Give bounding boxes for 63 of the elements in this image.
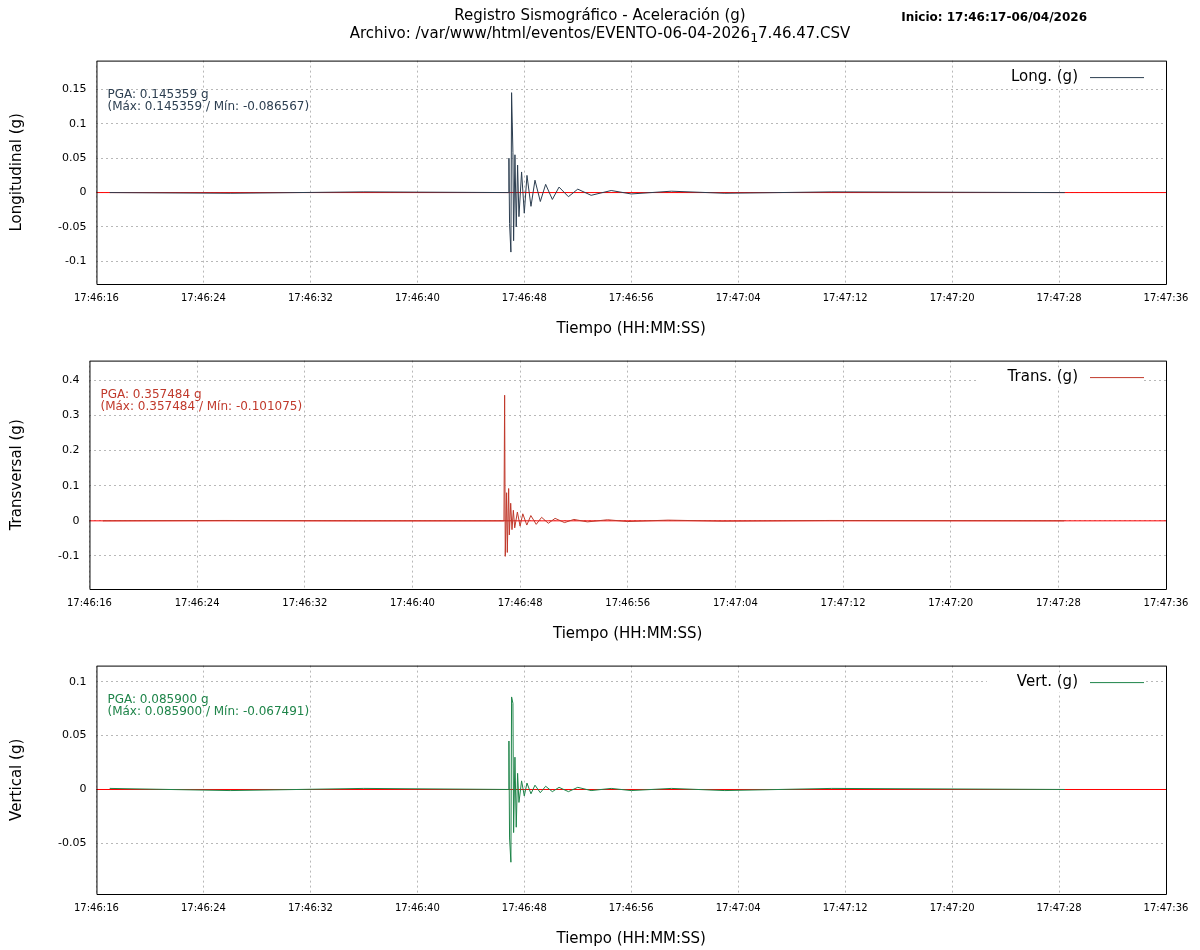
x-axis-title: Tiempo (HH:MM:SS) [555, 928, 706, 947]
chart-subtitle: Inicio: 17:46:17-06/04/2026 [901, 10, 1087, 24]
x-tick-label: 17:47:12 [822, 291, 868, 303]
x-tick-label: 17:46:48 [501, 291, 547, 303]
x-tick-label: 17:46:32 [287, 291, 333, 303]
y-tick-label: 0.4 [61, 373, 80, 387]
x-tick-label: 17:47:04 [712, 596, 758, 608]
legend-label: Trans. (g) [1006, 367, 1078, 386]
x-tick-label: 17:46:40 [389, 596, 435, 608]
x-tick-label: 17:47:36 [1143, 596, 1189, 608]
y-tick-label: 0 [72, 513, 80, 527]
x-tick-label: 17:47:28 [1036, 291, 1082, 303]
y-tick-label: -0.05 [57, 836, 87, 850]
y-axis-title: Longitudinal (g) [6, 113, 25, 232]
x-tick-label: 17:46:48 [497, 596, 543, 608]
y-tick-label: -0.1 [64, 254, 87, 268]
y-tick-label: 0.3 [61, 408, 80, 422]
x-tick-label: 17:47:20 [929, 901, 975, 913]
x-tick-label: 17:47:28 [1036, 901, 1082, 913]
x-tick-label: 17:47:04 [715, 291, 761, 303]
x-tick-label: 17:46:16 [74, 901, 119, 913]
x-tick-label: 17:47:20 [928, 596, 974, 608]
y-tick-label: 0.1 [68, 116, 87, 130]
legend-label: Long. (g) [1010, 67, 1078, 86]
y-tick-label: 0.05 [61, 151, 87, 165]
x-tick-label: 17:47:12 [822, 901, 868, 913]
x-tick-label: 17:46:24 [180, 291, 226, 303]
annotation: PGA: 0.145359 g [107, 86, 209, 101]
x-tick-label: 17:46:56 [605, 596, 651, 608]
x-tick-label: 17:46:56 [608, 291, 654, 303]
y-axis-title: Vertical (g) [6, 738, 25, 821]
x-tick-label: 17:46:40 [394, 901, 440, 913]
x-tick-label: 17:46:48 [501, 901, 547, 913]
legend-label: Vert. (g) [1016, 672, 1078, 691]
y-tick-label: -0.05 [57, 219, 87, 233]
x-tick-label: 17:46:24 [174, 596, 220, 608]
y-tick-label: -0.1 [57, 548, 80, 562]
y-tick-label: 0 [79, 782, 87, 796]
annotation: PGA: 0.085900 g [107, 691, 209, 706]
annotation: PGA: 0.357484 g [100, 386, 202, 401]
x-tick-label: 17:46:32 [282, 596, 328, 608]
x-axis-title: Tiempo (HH:MM:SS) [551, 623, 703, 642]
y-tick-label: 0.15 [61, 82, 87, 96]
x-tick-label: 17:47:04 [715, 901, 761, 913]
x-axis-title: Tiempo (HH:MM:SS) [555, 318, 706, 337]
x-tick-label: 17:46:32 [287, 901, 333, 913]
x-tick-label: 17:47:36 [1143, 291, 1189, 303]
y-tick-label: 0.05 [61, 728, 87, 742]
y-tick-label: 0.1 [68, 674, 87, 688]
x-tick-label: 17:46:40 [394, 291, 440, 303]
x-tick-label: 17:47:36 [1143, 901, 1189, 913]
x-tick-label: 17:46:16 [74, 291, 119, 303]
x-tick-label: 17:47:12 [820, 596, 866, 608]
x-tick-label: 17:46:24 [180, 901, 226, 913]
x-tick-label: 17:46:56 [608, 901, 654, 913]
y-tick-label: 0 [79, 185, 87, 199]
x-tick-label: 17:46:16 [67, 596, 112, 608]
y-tick-label: 0.2 [61, 443, 80, 457]
y-tick-label: 0.1 [61, 478, 80, 492]
x-tick-label: 17:47:20 [929, 291, 975, 303]
y-axis-title: Transversal (g) [6, 419, 25, 532]
x-tick-label: 17:47:28 [1035, 596, 1081, 608]
chart-title: Registro Sismográfico - Aceleración (g) Archivo: /var/www/html/eventos/EVENTO-06-04-2026$_{1}$7.46.47.CSV [349, 6, 851, 45]
